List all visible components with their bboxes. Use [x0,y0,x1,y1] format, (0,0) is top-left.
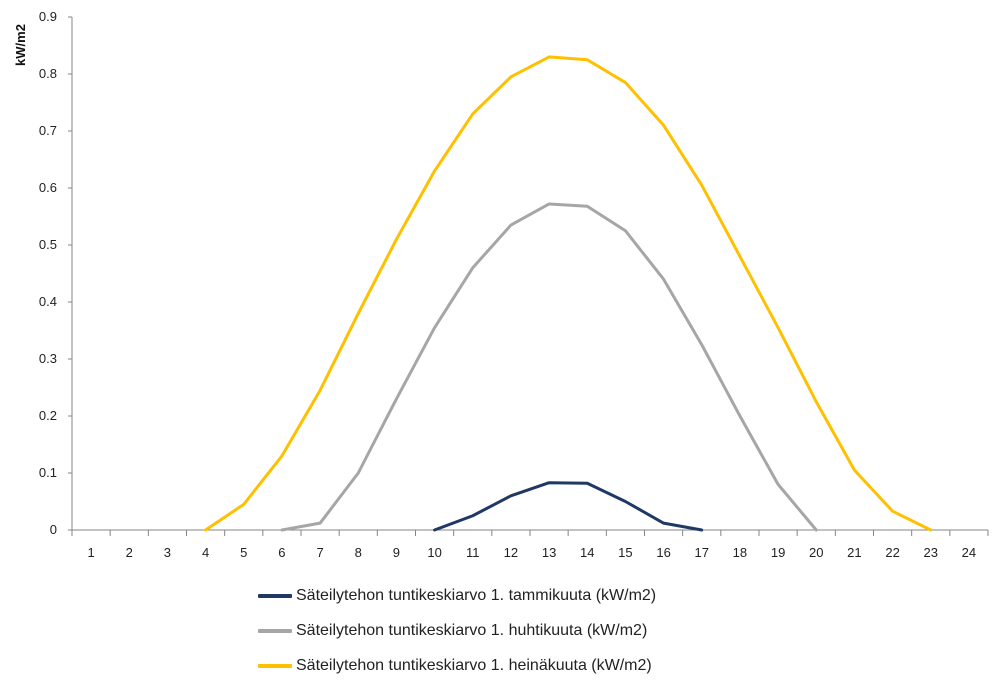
legend: Säteilytehon tuntikeskiarvo 1. tammikuut… [258,578,656,683]
x-tick-label: 10 [427,545,441,560]
series-line-1 [280,202,818,532]
y-tick-label: 0.6 [39,180,57,195]
x-tick-label: 5 [240,545,247,560]
legend-label-tammikuu: Säteilytehon tuntikeskiarvo 1. tammikuut… [296,586,657,604]
legend-item-heinakuu: Säteilytehon tuntikeskiarvo 1. heinäkuut… [258,648,656,683]
y-tick-label: 0.1 [39,465,57,480]
x-tick-label: 24 [962,545,976,560]
legend-label-huhtikuu: Säteilytehon tuntikeskiarvo 1. huhtikuut… [296,621,648,639]
axes: 00.10.20.30.40.50.60.70.80.91 2 3 4 5 6 7 8 9 10 1… [39,9,989,560]
legend-item-tammikuu: Säteilytehon tuntikeskiarvo 1. tammikuut… [258,578,656,613]
x-tick-label: 14 [580,545,594,560]
legend-swatch-huhtikuu [258,628,292,633]
x-tick-label: 9 [393,545,400,560]
y-tick-label: 0.5 [39,237,57,252]
legend-swatch-tammikuu [258,593,292,598]
x-tick-label: 23 [924,545,938,560]
x-tick-label: 18 [733,545,747,560]
y-tick-label: 0.3 [39,351,57,366]
x-tick-label: 8 [355,545,362,560]
legend-label-heinakuu: Säteilytehon tuntikeskiarvo 1. heinäkuut… [296,656,652,674]
x-tick-label: 3 [164,545,171,560]
y-tick-label: 0.8 [39,66,57,81]
series-layer [204,55,933,532]
series-line-0 [433,481,704,532]
x-tick-label: 2 [126,545,133,560]
x-tick-label: 11 [466,545,480,560]
x-tick-label: 15 [618,545,632,560]
legend-item-huhtikuu: Säteilytehon tuntikeskiarvo 1. huhtikuut… [258,613,656,648]
y-tick-label: 0.9 [39,9,57,24]
legend-swatch-heinakuu [258,663,292,668]
x-tick-label: 17 [695,545,709,560]
y-tick-label: 0.7 [39,123,57,138]
x-tick-label: 12 [504,545,518,560]
series-line-2 [204,55,933,532]
line-chart: kW/m2 00.10.20.30.40.50.60.70.80.91 2 3 4 5 6… [13,9,989,560]
y-tick-label: 0 [50,522,57,537]
y-axis-title: kW/m2 [13,24,28,66]
x-tick-label: 1 [87,545,94,560]
y-tick-label: 0.4 [39,294,57,309]
x-tick-label: 20 [809,545,823,560]
x-tick-label: 6 [278,545,285,560]
x-tick-label: 21 [847,545,861,560]
x-tick-label: 22 [885,545,899,560]
x-tick-label: 16 [656,545,670,560]
x-tick-label: 7 [316,545,323,560]
x-tick-label: 19 [771,545,785,560]
y-tick-label: 0.2 [39,408,57,423]
x-tick-label: 4 [202,545,209,560]
x-tick-label: 13 [542,545,556,560]
